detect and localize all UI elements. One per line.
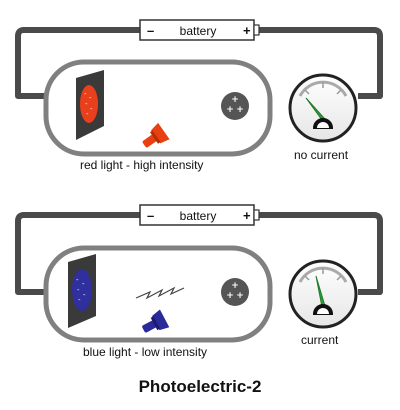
battery-label: battery bbox=[180, 24, 217, 38]
red-lamp-icon bbox=[142, 122, 170, 148]
svg-text:+: + bbox=[236, 291, 244, 301]
panel-1: – battery + - - - - - + + + bbox=[15, 19, 383, 157]
diagram-title: Photoelectric-2 bbox=[138, 377, 262, 396]
svg-text:-: - bbox=[84, 90, 87, 98]
light-caption: blue light - low intensity bbox=[83, 345, 208, 359]
photon-zigzag-icon bbox=[135, 286, 185, 300]
blue-lamp-icon bbox=[142, 309, 170, 333]
positive-collector-icon: + + + bbox=[221, 92, 249, 120]
ammeter-icon bbox=[288, 259, 358, 329]
svg-text:-: - bbox=[90, 105, 93, 113]
ammeter-icon bbox=[288, 73, 358, 143]
svg-text:+: + bbox=[231, 281, 239, 291]
battery-negative-sign: – bbox=[147, 208, 154, 223]
light-caption: red light - high intensity bbox=[80, 158, 204, 172]
vacuum-tube bbox=[43, 245, 273, 343]
svg-text:-: - bbox=[89, 94, 92, 102]
meter-caption: current bbox=[301, 333, 339, 347]
battery-negative-sign: – bbox=[147, 23, 154, 38]
positive-collector-icon: + + + bbox=[221, 278, 249, 306]
svg-text:-: - bbox=[82, 280, 85, 288]
circuit-wire bbox=[15, 212, 383, 295]
circuit-wire bbox=[15, 27, 383, 99]
battery-positive-sign: + bbox=[243, 23, 251, 38]
meter-caption: no current bbox=[294, 148, 349, 162]
svg-text:+: + bbox=[231, 95, 239, 105]
metal-plate-red-icon: - - - - - bbox=[76, 70, 104, 140]
metal-plate-blue-icon: - - - - - bbox=[68, 254, 96, 328]
svg-text:-: - bbox=[76, 276, 79, 284]
panel-2: – battery + - - - - - + + + bbox=[15, 204, 383, 343]
svg-text:-: - bbox=[77, 286, 80, 294]
battery: – battery + bbox=[139, 19, 260, 41]
svg-text:+: + bbox=[236, 105, 244, 115]
svg-text:-: - bbox=[85, 100, 88, 108]
svg-text:-: - bbox=[83, 291, 86, 299]
battery: – battery + bbox=[139, 204, 260, 226]
battery-label: battery bbox=[180, 209, 217, 223]
svg-text:+: + bbox=[226, 291, 234, 301]
svg-text:-: - bbox=[86, 110, 89, 118]
svg-text:-: - bbox=[78, 296, 81, 304]
battery-positive-sign: + bbox=[243, 208, 251, 223]
svg-text:+: + bbox=[226, 105, 234, 115]
